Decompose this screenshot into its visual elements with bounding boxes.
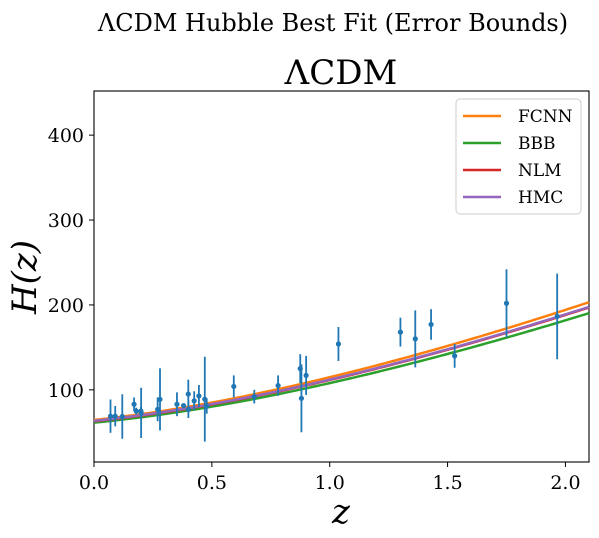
data-point <box>157 396 163 402</box>
legend-label-fcnn: FCNN <box>518 107 573 127</box>
legend-label-bbb: BBB <box>518 134 555 154</box>
data-point <box>204 403 210 409</box>
data-point <box>133 408 139 414</box>
data-point <box>131 401 137 407</box>
y-tick-label: 300 <box>48 210 84 232</box>
data-point <box>185 391 191 397</box>
data-point <box>397 329 404 335</box>
y-tick-label: 200 <box>48 295 84 317</box>
data-point <box>303 372 309 379</box>
data-point <box>452 353 458 359</box>
observations <box>107 269 560 442</box>
data-point <box>180 402 187 409</box>
data-point <box>185 406 191 412</box>
data-point <box>275 382 281 389</box>
data-point <box>503 300 510 306</box>
legend: FCNN BBB NLM HMC <box>455 98 582 215</box>
x-tick-label: 2.0 <box>550 472 580 494</box>
x-tick-label: 0.5 <box>197 472 227 494</box>
data-point <box>174 401 180 407</box>
data-point <box>138 410 144 416</box>
x-tick-label: 1.0 <box>315 472 345 494</box>
data-point <box>191 398 197 404</box>
y-tick-label: 100 <box>48 380 84 402</box>
legend-label-nlm: NLM <box>518 161 562 181</box>
data-point <box>155 406 161 412</box>
chart-title: ΛCDM <box>284 53 398 93</box>
data-point <box>298 395 305 401</box>
legend-label-hmc: HMC <box>518 188 563 208</box>
data-point <box>107 413 114 419</box>
y-axis-label: H(z) <box>5 240 45 315</box>
data-point <box>251 394 257 400</box>
x-tick-label: 1.5 <box>432 472 462 494</box>
data-point <box>412 336 418 342</box>
data-point <box>119 413 125 420</box>
data-point <box>335 341 342 347</box>
data-point <box>112 413 118 419</box>
y-axis: 100 200 300 400 <box>48 125 94 402</box>
legend-box <box>455 98 582 215</box>
data-point <box>428 321 434 328</box>
x-axis: 0.0 0.5 1.0 1.5 2.0 <box>79 462 581 494</box>
x-axis-label: z <box>331 492 351 532</box>
y-tick-label: 400 <box>48 125 84 147</box>
data-point <box>231 383 237 390</box>
data-point <box>196 393 202 399</box>
data-point <box>554 313 560 320</box>
x-tick-label: 0.0 <box>79 472 109 494</box>
chart-suptitle: ΛCDM Hubble Best Fit (Error Bounds) <box>97 9 568 37</box>
